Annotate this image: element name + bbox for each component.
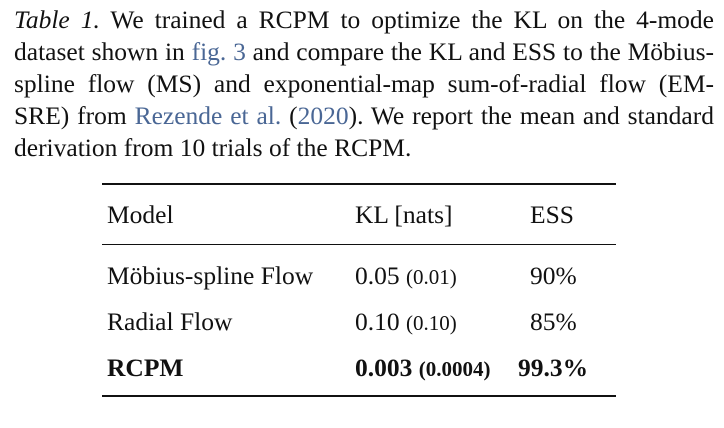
caption-label: Table 1. <box>14 5 100 34</box>
kl-mean: 0.003 <box>355 353 413 382</box>
model-cell: Möbius-spline Flow <box>107 261 314 290</box>
header-ess: ESS <box>530 200 574 229</box>
model-cell: RCPM <box>107 353 184 382</box>
header-kl: KL [nats] <box>355 200 453 229</box>
kl-cell: 0.10 (0.10) <box>355 307 457 337</box>
top-rule <box>102 183 616 185</box>
kl-mean: 0.10 <box>355 307 400 336</box>
header-model: Model <box>107 200 174 229</box>
ess-cell: 90% <box>530 261 577 290</box>
caption-text: and compare the KL and ESS to the Möbius… <box>14 37 714 130</box>
kl-cell: 0.003 (0.0004) <box>355 353 491 383</box>
mid-rule <box>102 244 616 245</box>
citation-year-link[interactable]: 2020 <box>297 101 349 130</box>
caption-text: ( <box>281 101 298 130</box>
caption-text: We trained a RCPM to optimize the KL on … <box>14 5 714 66</box>
kl-std: (0.0004) <box>418 357 491 381</box>
ess-cell: 85% <box>530 307 577 336</box>
kl-mean: 0.05 <box>355 261 400 290</box>
table-caption: Table 1. We trained a RCPM to optimize t… <box>14 4 714 164</box>
kl-std: (0.10) <box>406 311 457 335</box>
bottom-rule <box>102 395 616 397</box>
citation-link[interactable]: Rezende et al. <box>134 101 282 130</box>
caption-text: ). We report the mean and standard deriv… <box>14 101 714 162</box>
kl-std: (0.01) <box>406 265 457 289</box>
figure-link[interactable]: fig. 3 <box>191 37 246 66</box>
kl-cell: 0.05 (0.01) <box>355 261 457 291</box>
ess-cell: 99.3% <box>518 353 589 382</box>
model-cell: Radial Flow <box>107 307 233 336</box>
